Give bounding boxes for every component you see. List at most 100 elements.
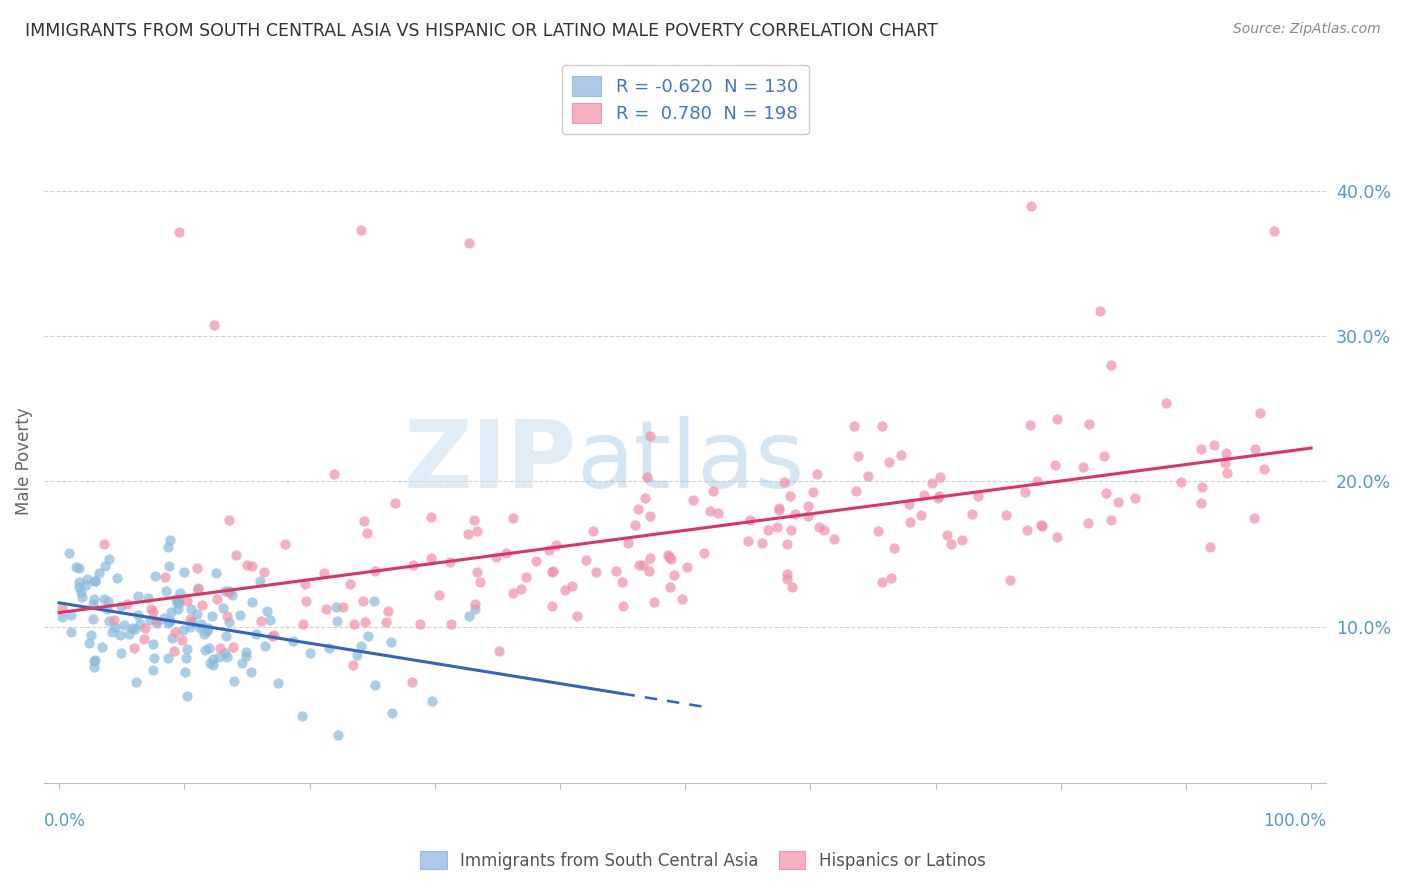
- Point: [145, 614, 167, 628]
- Point: [806, 467, 828, 482]
- Point: [638, 429, 661, 443]
- Point: [768, 501, 790, 516]
- Point: [231, 657, 253, 671]
- Point: [326, 728, 349, 742]
- Point: [176, 690, 198, 704]
- Point: [141, 601, 163, 615]
- Point: [67, 560, 90, 574]
- Point: [245, 627, 267, 641]
- Text: IMMIGRANTS FROM SOUTH CENTRAL ASIA VS HISPANIC OR LATINO MALE POVERTY CORRELATIO: IMMIGRANTS FROM SOUTH CENTRAL ASIA VS HI…: [25, 22, 938, 40]
- Point: [163, 644, 186, 658]
- Point: [1031, 517, 1053, 532]
- Point: [325, 600, 347, 615]
- Point: [538, 542, 561, 557]
- Point: [160, 631, 183, 645]
- Point: [1249, 406, 1271, 420]
- Point: [197, 621, 219, 635]
- Legend: R = -0.620  N = 130, R =  0.780  N = 198: R = -0.620 N = 130, R = 0.780 N = 198: [561, 65, 808, 134]
- Point: [202, 652, 225, 666]
- Point: [401, 675, 423, 690]
- Point: [82, 597, 104, 611]
- Point: [575, 552, 598, 566]
- Point: [156, 615, 179, 630]
- Point: [458, 235, 481, 250]
- Point: [250, 614, 273, 628]
- Point: [174, 651, 197, 665]
- Point: [671, 591, 693, 606]
- Point: [1099, 513, 1122, 527]
- Point: [509, 582, 531, 596]
- Point: [254, 639, 277, 653]
- Point: [187, 581, 209, 595]
- Point: [1204, 438, 1226, 452]
- Point: [51, 610, 73, 624]
- Point: [540, 565, 562, 579]
- Point: [738, 513, 761, 527]
- Point: [83, 653, 105, 667]
- Point: [87, 566, 110, 581]
- Point: [176, 594, 198, 608]
- Point: [638, 565, 661, 579]
- Point: [252, 565, 274, 579]
- Point: [402, 558, 425, 572]
- Point: [465, 566, 488, 580]
- Point: [186, 561, 208, 575]
- Point: [541, 564, 564, 578]
- Point: [502, 511, 524, 525]
- Point: [515, 570, 537, 584]
- Point: [186, 607, 208, 622]
- Point: [364, 564, 387, 578]
- Point: [153, 611, 176, 625]
- Point: [458, 609, 481, 624]
- Point: [75, 578, 97, 592]
- Point: [1043, 458, 1066, 472]
- Point: [166, 595, 188, 609]
- Point: [756, 523, 779, 537]
- Point: [1189, 496, 1212, 510]
- Point: [364, 678, 387, 692]
- Point: [101, 624, 124, 639]
- Point: [772, 475, 794, 489]
- Point: [67, 580, 90, 594]
- Point: [138, 591, 160, 605]
- Point: [495, 546, 517, 560]
- Point: [842, 419, 865, 434]
- Point: [142, 605, 165, 619]
- Point: [377, 603, 399, 617]
- Point: [561, 579, 583, 593]
- Point: [59, 607, 82, 622]
- Point: [363, 593, 385, 607]
- Point: [195, 624, 218, 638]
- Point: [128, 616, 150, 631]
- Point: [1046, 530, 1069, 544]
- Point: [779, 524, 801, 538]
- Point: [209, 640, 232, 655]
- Point: [1191, 480, 1213, 494]
- Point: [163, 624, 186, 639]
- Point: [350, 223, 373, 237]
- Point: [98, 614, 121, 628]
- Point: [82, 611, 104, 625]
- Point: [950, 533, 973, 548]
- Point: [315, 602, 337, 616]
- Point: [145, 615, 167, 630]
- Point: [200, 609, 222, 624]
- Point: [167, 593, 190, 607]
- Point: [84, 574, 107, 588]
- Point: [262, 629, 284, 643]
- Point: [357, 629, 380, 643]
- Point: [658, 580, 681, 594]
- Point: [998, 573, 1021, 587]
- Point: [880, 571, 903, 585]
- Point: [658, 550, 681, 565]
- Text: 0.0%: 0.0%: [44, 813, 86, 830]
- Point: [83, 654, 105, 668]
- Point: [156, 540, 179, 554]
- Point: [779, 489, 801, 503]
- Point: [1213, 456, 1236, 470]
- Point: [929, 469, 952, 483]
- Point: [60, 625, 83, 640]
- Point: [105, 571, 128, 585]
- Point: [236, 558, 259, 572]
- Point: [1031, 519, 1053, 533]
